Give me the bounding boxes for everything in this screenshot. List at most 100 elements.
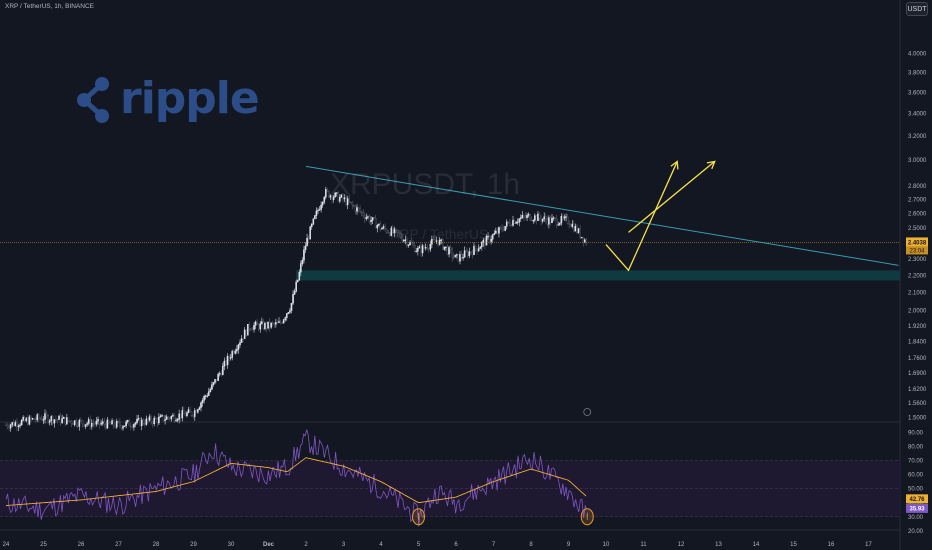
candle-body: [574, 226, 577, 232]
candle-body: [34, 419, 37, 421]
candle-body: [579, 228, 581, 238]
candle-body: [424, 247, 427, 249]
candle-body: [544, 216, 547, 220]
price-tick-label: 1.8400: [908, 340, 927, 346]
rsi-value-label: 42.76: [909, 497, 925, 503]
last-price-label: 2.4038: [908, 240, 927, 246]
candle-body: [451, 249, 453, 258]
candle-body: [231, 351, 234, 358]
candle-body: [582, 236, 584, 243]
candle-body: [206, 395, 209, 397]
candle-body: [201, 399, 204, 403]
candle-body: [457, 254, 460, 262]
candle-body: [95, 420, 98, 425]
candle-body: [45, 413, 48, 416]
candle-body: [137, 418, 140, 420]
candle-body: [207, 391, 210, 396]
candle-body: [159, 415, 162, 418]
candle-body: [323, 196, 326, 203]
candle-body: [435, 240, 438, 242]
candle-body: [348, 198, 351, 203]
candle-body: [229, 357, 232, 359]
candle-body: [76, 425, 79, 427]
candle-body: [356, 207, 358, 212]
candle-body: [498, 227, 500, 234]
candle-body: [409, 242, 411, 245]
candle-body: [200, 402, 202, 408]
candle-body: [11, 422, 14, 426]
candle-body: [211, 384, 213, 390]
candle-body: [307, 237, 310, 240]
candle-body: [257, 324, 260, 330]
candle-body: [320, 204, 322, 210]
candle-body: [33, 418, 35, 421]
candle-body: [129, 425, 132, 428]
candle-body: [151, 421, 154, 425]
candle-body: [493, 233, 496, 235]
candle-body: [5, 424, 7, 427]
candle-body: [89, 419, 92, 427]
candle-body: [370, 220, 372, 222]
candle-body: [487, 236, 489, 238]
candle-body: [407, 244, 410, 246]
candle-body: [396, 229, 399, 234]
candle-body: [543, 216, 545, 220]
candle-body: [429, 243, 432, 250]
time-tick-label: 30: [228, 542, 235, 548]
candle-body: [321, 201, 324, 206]
price-tick-label: 1.6900: [908, 371, 927, 377]
candle-body: [136, 418, 138, 424]
candle-body: [53, 419, 56, 424]
price-tick-label: 3.2000: [908, 134, 927, 140]
candle-body: [364, 215, 366, 220]
candle-body: [197, 409, 199, 413]
candle-body: [267, 321, 269, 329]
candle-body: [510, 225, 513, 227]
candle-body: [87, 419, 90, 424]
candle-body: [390, 227, 393, 236]
candle-body: [245, 329, 248, 336]
candle-body: [30, 416, 32, 420]
candle-body: [92, 423, 95, 425]
candle-body: [552, 217, 555, 219]
currency-unit-button[interactable]: USDT: [906, 2, 928, 16]
candle-body: [168, 417, 171, 420]
candle-body: [284, 317, 287, 320]
candle-body: [368, 216, 371, 222]
candle-body: [195, 410, 198, 413]
candle-body: [301, 260, 304, 264]
candle-body: [418, 246, 421, 249]
candle-body: [101, 421, 104, 424]
candle-body: [243, 329, 246, 340]
candle-body: [6, 424, 9, 428]
candle-body: [349, 201, 352, 203]
candle-body: [187, 409, 190, 413]
candle-body: [192, 415, 195, 417]
candle-body: [232, 351, 235, 354]
candle-body: [557, 224, 560, 226]
candle-body: [413, 245, 416, 253]
time-tick-label: 2: [304, 542, 308, 548]
candle-body: [367, 216, 369, 218]
candle-body: [139, 418, 141, 427]
rsi-ma-line: [5, 457, 587, 506]
candle-body: [83, 423, 85, 427]
price-tick-label: 2.0000: [908, 309, 927, 315]
candle-body: [300, 263, 302, 273]
candle-body: [571, 223, 574, 227]
candle-body: [502, 229, 505, 231]
rsi-tick-label: 70.00: [908, 459, 924, 465]
candle-body: [548, 217, 550, 225]
candle-body: [357, 207, 360, 210]
time-tick-label: 4: [379, 542, 383, 548]
rsi-tick-label: 50.00: [908, 487, 924, 493]
candle-body: [183, 410, 185, 415]
candle-body: [521, 215, 524, 218]
candle-body: [20, 420, 23, 426]
candle-body: [445, 246, 447, 248]
candle-body: [563, 216, 566, 219]
candle-body: [254, 321, 257, 326]
candle-body: [153, 417, 156, 425]
candle-body: [64, 417, 67, 425]
